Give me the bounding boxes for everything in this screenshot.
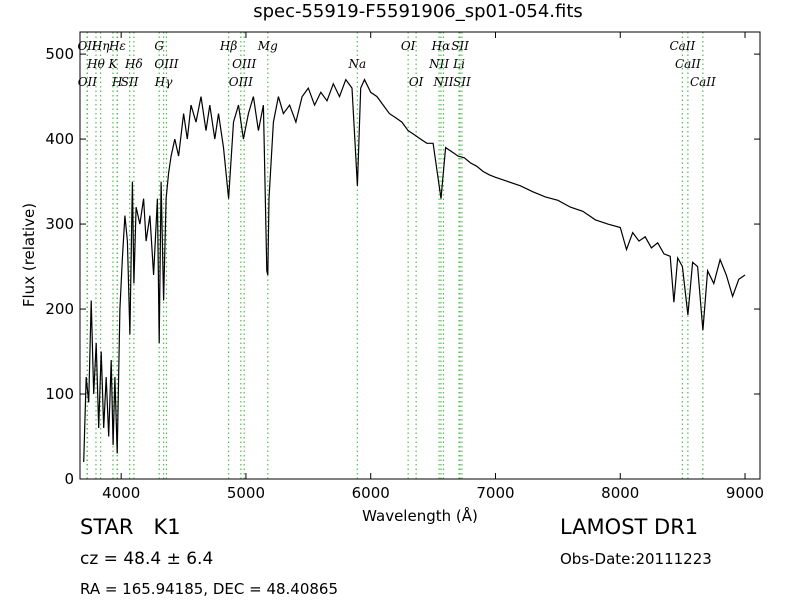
spectral-line-label: SII — [451, 39, 469, 53]
spectral-line-label: Hγ — [154, 75, 173, 89]
spectral-line-label: Na — [348, 57, 367, 71]
spectral-line-label: OIII — [229, 75, 253, 89]
spectral-line-label: OII — [78, 75, 98, 89]
spectral-line-label: OIII — [232, 57, 256, 71]
x-tick-label: 5000 — [227, 484, 265, 502]
chart-title: spec-55919-F5591906_sp01-054.fits — [253, 1, 583, 22]
spectral-line-label: CaII — [669, 39, 695, 53]
spectral-line-label: OI — [409, 75, 424, 89]
spectral-line-label: Hδ — [124, 57, 143, 71]
y-tick-label: 0 — [64, 470, 74, 488]
spectral-line-label: CaII — [675, 57, 701, 71]
obs-date: Obs-Date:20111223 — [560, 550, 712, 568]
spectral-line-label: SII — [453, 75, 471, 89]
spectral-line-label: SII — [121, 75, 139, 89]
y-axis-label: Flux (relative) — [20, 203, 38, 307]
y-tick-label: 500 — [45, 45, 74, 63]
coordinates: RA = 165.94185, DEC = 48.40865 — [80, 580, 338, 598]
spectrum-line — [83, 78, 746, 463]
x-tick-label: 6000 — [352, 484, 390, 502]
y-tick-label: 300 — [45, 215, 74, 233]
x-tick-label: 4000 — [102, 484, 140, 502]
x-axis-label: Wavelength (Å) — [362, 506, 478, 525]
spectral-line-label: G — [154, 39, 164, 53]
spectral-line-label: OI — [401, 39, 416, 53]
spectral-line-label: NII — [428, 57, 449, 71]
spectral-line-label: Hβ — [219, 39, 237, 53]
spectral-line-label: Mg — [257, 39, 278, 53]
spectral-line-label: NII — [432, 75, 453, 89]
x-tick-label: 8000 — [601, 484, 639, 502]
plot-frame — [79, 31, 761, 480]
object-class: STAR K1 — [80, 515, 181, 539]
y-tick-label: 200 — [45, 300, 74, 318]
spectral-line-label: K — [107, 57, 118, 71]
spectral-line-label: Hθ — [86, 57, 105, 71]
spectral-line-label: OIII — [154, 57, 178, 71]
x-tick-label: 9000 — [726, 484, 764, 502]
spectral-line-label: CaII — [690, 75, 716, 89]
survey: LAMOST DR1 — [560, 515, 698, 539]
x-tick-label: 7000 — [476, 484, 514, 502]
y-tick-label: 400 — [45, 130, 74, 148]
spectral-line-label: Hη — [91, 39, 110, 53]
spectral-line-label: Li — [452, 57, 465, 71]
spectral-line-label: Hα — [431, 39, 451, 53]
y-tick-label: 100 — [45, 385, 74, 403]
spectral-line-label: Hε — [108, 39, 126, 53]
redshift: cz = 48.4 ± 6.4 — [80, 549, 213, 569]
